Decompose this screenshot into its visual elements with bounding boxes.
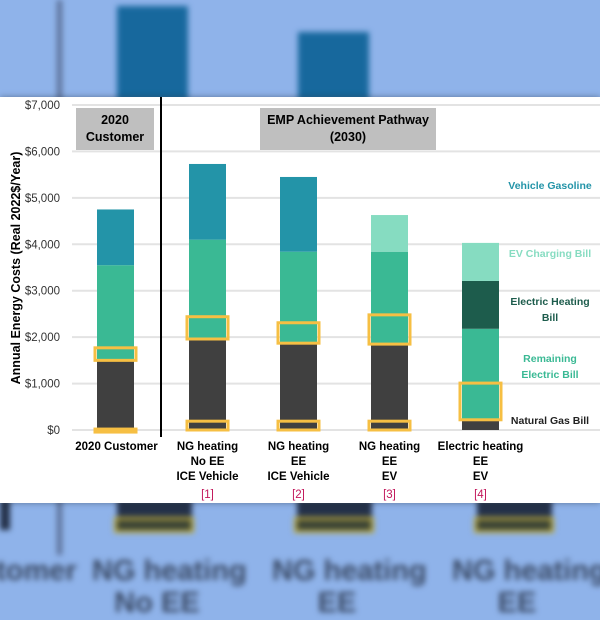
x-tick-label: Electric heating <box>438 441 524 453</box>
bg-highlight <box>294 517 374 533</box>
bg-bar <box>0 500 10 530</box>
bar-segment-natural-gas <box>280 343 317 430</box>
bg-label: NG heating <box>452 555 600 587</box>
x-tick-label: EE <box>473 456 489 468</box>
highlight-box <box>367 313 412 346</box>
x-tick-label: EE <box>291 456 307 468</box>
bar-segment-remaining-electric <box>371 251 408 345</box>
footnote-ref: [3] <box>383 489 396 501</box>
legend-label-remaining-electric: Remaining <box>523 353 577 365</box>
y-tick-label: $7,000 <box>25 100 60 112</box>
x-tick-label: NG heating <box>177 441 238 453</box>
x-tick-label: EV <box>473 471 489 483</box>
bar-segment-remaining-electric <box>97 265 134 361</box>
y-axis-label: Annual Energy Costs (Real 2022$/Year) <box>9 152 23 385</box>
y-tick-label: $1,000 <box>25 379 60 391</box>
bg-label: NG heating <box>92 555 247 587</box>
bg-bar <box>117 6 188 100</box>
bg-label: NG heating <box>272 555 427 587</box>
y-axis-ticks: $0 $1,000 $2,000 $3,000 $4,000 $5,000 $6,000 $7… <box>25 100 60 437</box>
bg-label: EE <box>497 587 537 619</box>
highlight-box <box>93 346 138 362</box>
highlight-box <box>93 427 138 434</box>
x-tick-label: 2020 Customer <box>75 441 158 453</box>
group-label-box <box>76 108 154 150</box>
group-label-box <box>260 108 436 150</box>
x-tick-label: NG heating <box>359 441 420 453</box>
highlight-box <box>185 419 230 432</box>
x-tick-label: ICE Vehicle <box>176 471 238 483</box>
legend-label-remaining-electric: Electric Bill <box>521 369 578 381</box>
bg-bar <box>298 32 369 100</box>
highlight-box <box>276 321 321 345</box>
stacked-bar-chart: $0 $1,000 $2,000 $3,000 $4,000 $5,000 $6,000 $7… <box>9 97 600 501</box>
footnote-ref: [4] <box>474 489 487 501</box>
y-tick-label: $0 <box>47 425 60 437</box>
highlight-box <box>367 419 412 432</box>
bg-label: No EE <box>114 587 200 619</box>
highlight-box <box>458 381 503 422</box>
footnote-ref: [1] <box>201 489 214 501</box>
group-labels: 2020 Customer EMP Achievement Pathway (2030… <box>76 108 436 150</box>
bar-segment-natural-gas <box>462 419 499 430</box>
bg-label: EE <box>317 587 357 619</box>
legend-label-vehicle-gasoline: Vehicle Gasoline <box>508 180 592 192</box>
bar-segment-electric-heating <box>462 280 499 329</box>
x-axis-labels: 2020 Customer NG heating No EE ICE Vehicle [… <box>75 441 523 501</box>
y-tick-label: $2,000 <box>25 332 60 344</box>
x-tick-label: ICE Vehicle <box>267 471 329 483</box>
y-tick-label: $6,000 <box>25 146 60 158</box>
bg-divider-line <box>57 500 62 555</box>
chart-panel: $0 $1,000 $2,000 $3,000 $4,000 $5,000 $6,000 $7… <box>0 97 600 503</box>
bg-highlight <box>114 517 194 533</box>
bar-segment-remaining-electric <box>189 239 226 339</box>
bar-segment-natural-gas <box>97 360 134 430</box>
bar-segment-ev-charging <box>462 242 499 281</box>
legend-label-natural-gas: Natural Gas Bill <box>511 415 589 427</box>
x-tick-label: No EE <box>191 456 225 468</box>
group-label-text: EMP Achievement Pathway <box>267 113 429 127</box>
y-tick-label: $3,000 <box>25 286 60 298</box>
bars <box>97 163 499 430</box>
bar-segment-remaining-electric <box>280 251 317 344</box>
bar-segment-natural-gas <box>189 339 226 430</box>
legend-label-electric-heating: Electric Heating <box>510 296 589 308</box>
group-label-text: (2030) <box>330 130 366 144</box>
highlight-box <box>185 315 230 341</box>
y-tick-label: $5,000 <box>25 193 60 205</box>
x-tick-label: NG heating <box>268 441 329 453</box>
highlight-boxes <box>93 313 503 434</box>
legend: Vehicle Gasoline EV Charging Bill Electric… <box>508 180 592 427</box>
x-tick-label: EV <box>382 471 398 483</box>
bg-highlight <box>474 517 554 533</box>
bar-segment-vehicle-gasoline <box>280 176 317 252</box>
footnote-ref: [2] <box>292 489 305 501</box>
bar-segment-vehicle-gasoline <box>189 163 226 240</box>
y-tick-label: $4,000 <box>25 239 60 251</box>
bar-segment-vehicle-gasoline <box>97 209 134 266</box>
legend-label-electric-heating: Bill <box>542 312 558 324</box>
bg-divider-line <box>57 0 62 100</box>
bar-segment-natural-gas <box>371 344 408 430</box>
gridlines <box>72 104 600 431</box>
highlight-box <box>276 419 321 432</box>
group-label-text: 2020 <box>101 113 129 127</box>
bar-segment-remaining-electric <box>462 328 499 420</box>
legend-label-ev-charging: EV Charging Bill <box>509 248 591 260</box>
group-label-text: Customer <box>86 130 144 144</box>
bar-segment-ev-charging <box>371 215 408 252</box>
bg-label: stomer <box>0 555 77 587</box>
x-tick-label: EE <box>382 456 398 468</box>
